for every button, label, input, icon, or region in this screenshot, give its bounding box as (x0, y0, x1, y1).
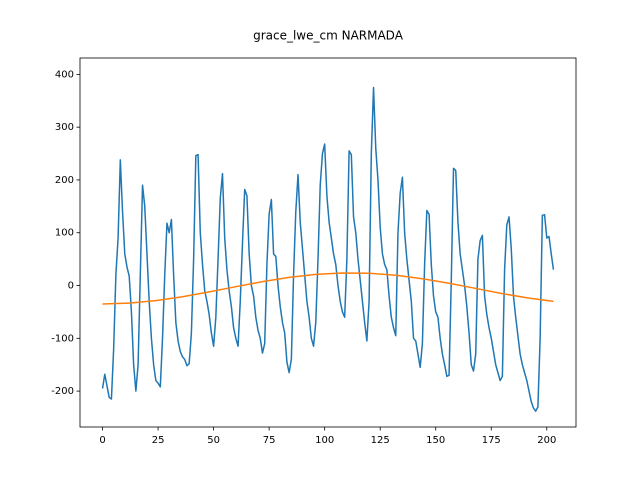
y-tick-label: -200 (51, 386, 74, 397)
x-tick-label: 150 (426, 435, 445, 446)
y-tick-label: 400 (55, 69, 74, 80)
x-tick-label: 100 (315, 435, 334, 446)
data-line (101, 86, 555, 412)
x-tick-label: 125 (371, 435, 390, 446)
y-tick-label: 100 (55, 228, 74, 239)
data-line (102, 272, 554, 305)
plot-frame (79, 57, 577, 428)
x-tick-label: 175 (482, 435, 501, 446)
x-tick-label: 200 (537, 435, 556, 446)
y-tick-label: 300 (55, 122, 74, 133)
x-tick-label: 75 (263, 435, 276, 446)
y-tick-label: 0 (68, 281, 74, 292)
y-tick-label: -100 (51, 333, 74, 344)
x-tick-label: 50 (207, 435, 220, 446)
x-tick-label: 0 (99, 435, 105, 446)
chart-title: grace_lwe_cm NARMADA (253, 29, 404, 43)
y-tick-label: 200 (55, 175, 74, 186)
x-tick-label: 25 (152, 435, 165, 446)
